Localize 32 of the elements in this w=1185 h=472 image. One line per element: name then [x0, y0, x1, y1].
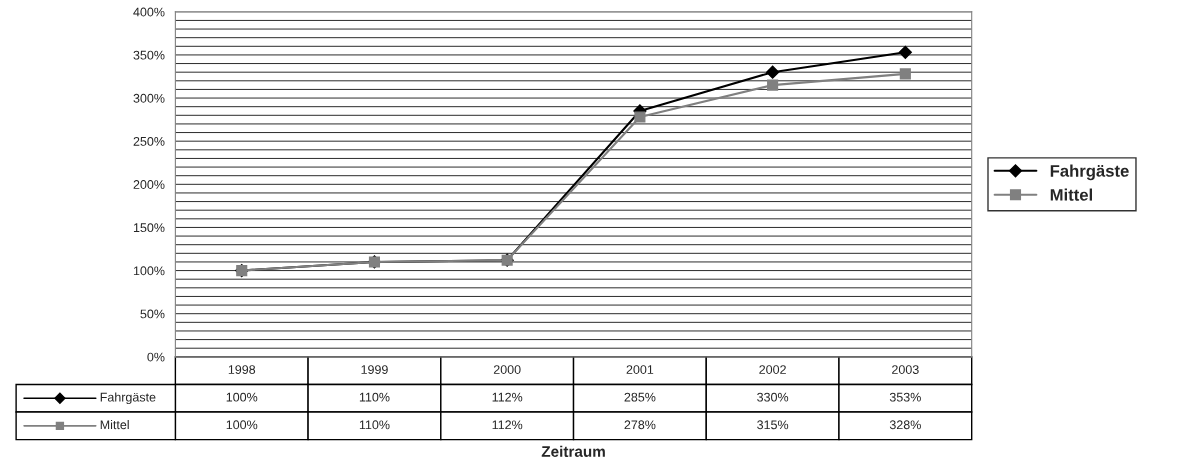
legend-label: Fahrgäste [1050, 164, 1129, 181]
y-tick-label: 200% [133, 180, 165, 189]
data-label: 315% [757, 420, 789, 430]
text: Mittel [100, 420, 129, 430]
x-axis-title: Zeitraum [541, 445, 605, 457]
data-label: 330% [757, 392, 789, 402]
x-tick-label: 2000 [493, 365, 521, 374]
data-label: 100% [226, 392, 258, 402]
data-label: 278% [624, 420, 656, 430]
data-label: 112% [492, 420, 523, 430]
x-tick-label: 1999 [361, 365, 388, 374]
y-tick-label: 50% [140, 309, 165, 319]
y-tick-label: 300% [133, 93, 165, 103]
data-label: 100% [226, 420, 258, 430]
data-label: 353% [889, 392, 921, 402]
y-tick-label: 400% [133, 7, 165, 17]
y-tick-label: 150% [133, 223, 165, 233]
data-label: 285% [624, 392, 656, 402]
data-label: 110% [359, 420, 390, 430]
y-tick-label: 0% [147, 352, 165, 362]
y-tick-label: 100% [133, 266, 165, 276]
data-label: 110% [359, 392, 390, 402]
y-tick-label: 350% [133, 50, 165, 60]
legend-label: Mittel [1050, 188, 1092, 201]
x-tick-label: 2003 [892, 365, 919, 374]
text: Fahrgäste [100, 392, 156, 405]
x-tick-label: 1998 [228, 365, 256, 374]
x-tick-label: 2002 [759, 365, 786, 374]
data-label: 328% [889, 420, 921, 430]
data-label: 112% [492, 392, 523, 402]
y-tick-label: 250% [133, 136, 165, 146]
x-tick-label: 2001 [626, 365, 654, 374]
